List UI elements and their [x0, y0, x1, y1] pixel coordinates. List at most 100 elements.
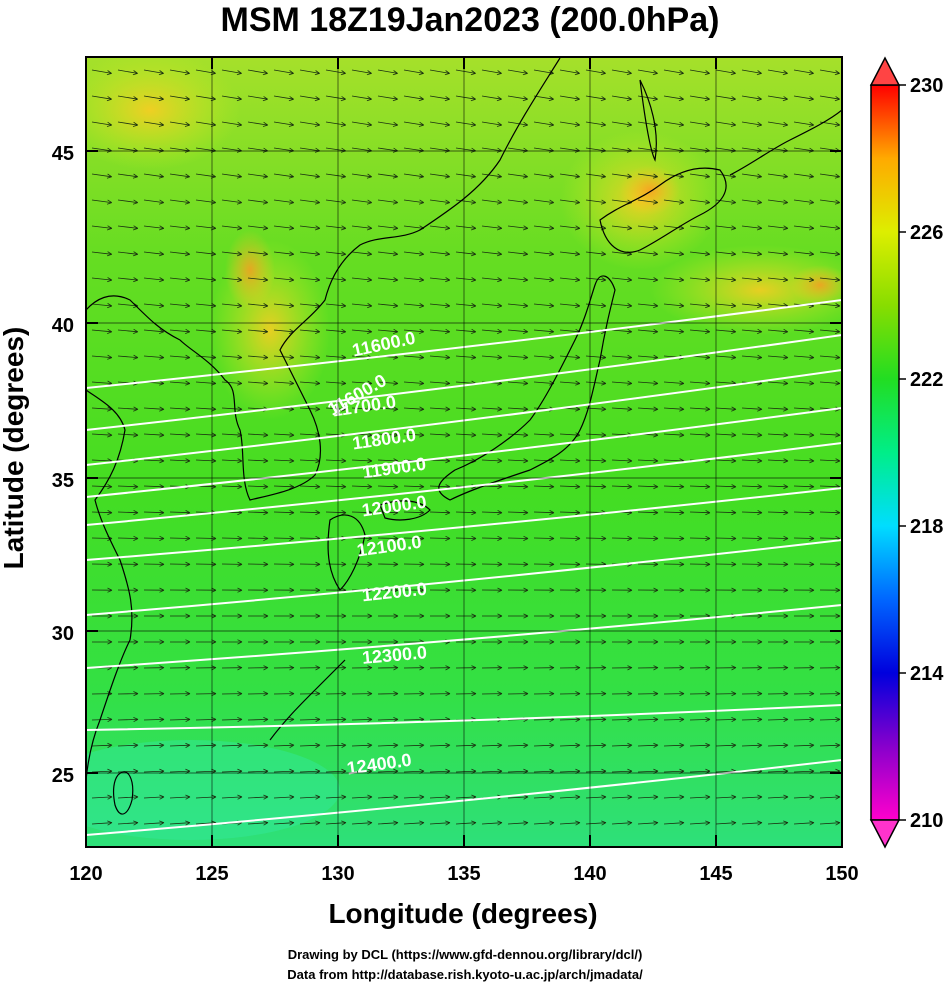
- wind-arrow: [91, 432, 113, 438]
- wind-arrow: [559, 717, 581, 723]
- wind-arrow: [91, 484, 113, 490]
- wind-arrow: [91, 742, 113, 748]
- wind-arrow: [715, 535, 737, 541]
- wind-arrow: [689, 328, 711, 334]
- wind-arrow: [741, 587, 763, 593]
- wind-arrow: [507, 535, 529, 541]
- wind-arrow: [221, 251, 243, 257]
- wind-arrow: [637, 691, 659, 697]
- wind-arrow: [455, 510, 477, 516]
- wind-arrow: [377, 277, 399, 283]
- wind-arrow: [143, 328, 165, 334]
- wind-arrow: [819, 432, 841, 438]
- wind-arrow: [117, 199, 139, 205]
- wind-arrow: [559, 225, 581, 231]
- x-tick-label: 135: [447, 863, 480, 885]
- wind-arrow: [403, 561, 425, 567]
- wind-arrow: [273, 639, 295, 645]
- wind-arrow: [793, 561, 815, 567]
- wind-arrow: [559, 199, 581, 205]
- wind-arrow: [455, 251, 477, 257]
- wind-arrow: [326, 613, 347, 619]
- wind-arrow: [663, 380, 685, 386]
- wind-arrow: [429, 665, 451, 671]
- wind-arrow: [455, 173, 477, 179]
- wind-arrow: [559, 535, 581, 541]
- wind-arrow: [403, 484, 425, 490]
- wind-arrow: [91, 251, 113, 257]
- wind-arrow: [117, 665, 139, 671]
- wind-arrow: [299, 406, 321, 412]
- coastline-china: [86, 389, 133, 781]
- wind-arrow: [507, 484, 529, 490]
- wind-arrow: [507, 354, 529, 360]
- wind-arrow: [533, 225, 555, 231]
- wind-arrow: [91, 173, 113, 179]
- wind-arrow: [767, 121, 789, 127]
- wind-arrow: [715, 820, 737, 826]
- wind-arrow: [247, 820, 269, 826]
- wind-arrow: [351, 484, 373, 490]
- wind-arrow: [299, 587, 321, 593]
- wind-arrow: [767, 820, 789, 826]
- wind-arrow: [221, 277, 243, 283]
- wind-arrow: [793, 380, 815, 386]
- wind-arrow: [169, 742, 191, 748]
- wind-arrow: [507, 251, 529, 257]
- wind-arrow: [403, 691, 425, 697]
- hot-region: [225, 230, 275, 310]
- wind-arrow: [819, 665, 841, 671]
- wind-arrow: [481, 665, 503, 671]
- wind-arrow: [819, 742, 841, 748]
- wind-arrow: [273, 458, 295, 464]
- wind-arrow: [169, 69, 190, 76]
- wind-arrow: [533, 691, 555, 697]
- wind-arrow: [273, 484, 295, 490]
- wind-arrow: [377, 328, 399, 334]
- wind-arrow: [221, 561, 243, 567]
- colorbar-tick-label: 218: [910, 516, 943, 538]
- wind-arrow: [143, 794, 165, 800]
- wind-arrow: [689, 691, 711, 697]
- wind-arrow: [715, 328, 737, 334]
- wind-arrow: [637, 69, 658, 76]
- wind-arrow: [533, 199, 555, 205]
- wind-arrow: [638, 613, 659, 619]
- wind-arrow: [585, 458, 607, 464]
- wind-arrow: [481, 820, 503, 826]
- wind-arrow: [741, 354, 763, 360]
- wind-arrow: [689, 587, 711, 593]
- wind-arrow: [715, 794, 737, 800]
- wind-arrow: [767, 69, 788, 76]
- wind-arrow: [793, 510, 815, 516]
- wind-arrow: [221, 95, 242, 102]
- wind-arrow: [689, 95, 710, 102]
- wind-arrow: [689, 199, 711, 205]
- wind-arrow: [560, 613, 581, 619]
- wind-arrow: [533, 794, 555, 800]
- wind-arrow: [689, 561, 711, 567]
- wind-arrow: [637, 458, 659, 464]
- wind-arrow: [117, 820, 139, 826]
- wind-arrow: [325, 510, 347, 516]
- wind-arrow: [325, 380, 347, 386]
- wind-arrow: [715, 95, 736, 102]
- wind-arrow: [169, 328, 191, 334]
- wind-arrow: [429, 95, 450, 102]
- wind-arrow: [351, 561, 373, 567]
- wind-arrow: [429, 121, 451, 127]
- wind-arrow: [533, 561, 555, 567]
- wind-arrow: [169, 173, 191, 179]
- wind-arrow: [507, 225, 529, 231]
- wind-arrow: [117, 535, 139, 541]
- wind-arrow: [377, 225, 399, 231]
- wind-arrow: [169, 95, 190, 102]
- wind-arrow: [533, 484, 555, 490]
- wind-arrow: [793, 354, 815, 360]
- wind-arrow: [455, 406, 477, 412]
- wind-arrow: [143, 742, 165, 748]
- wind-arrow: [273, 691, 295, 697]
- wind-arrow: [169, 691, 191, 697]
- wind-arrow: [325, 665, 347, 671]
- wind-arrow: [247, 277, 269, 283]
